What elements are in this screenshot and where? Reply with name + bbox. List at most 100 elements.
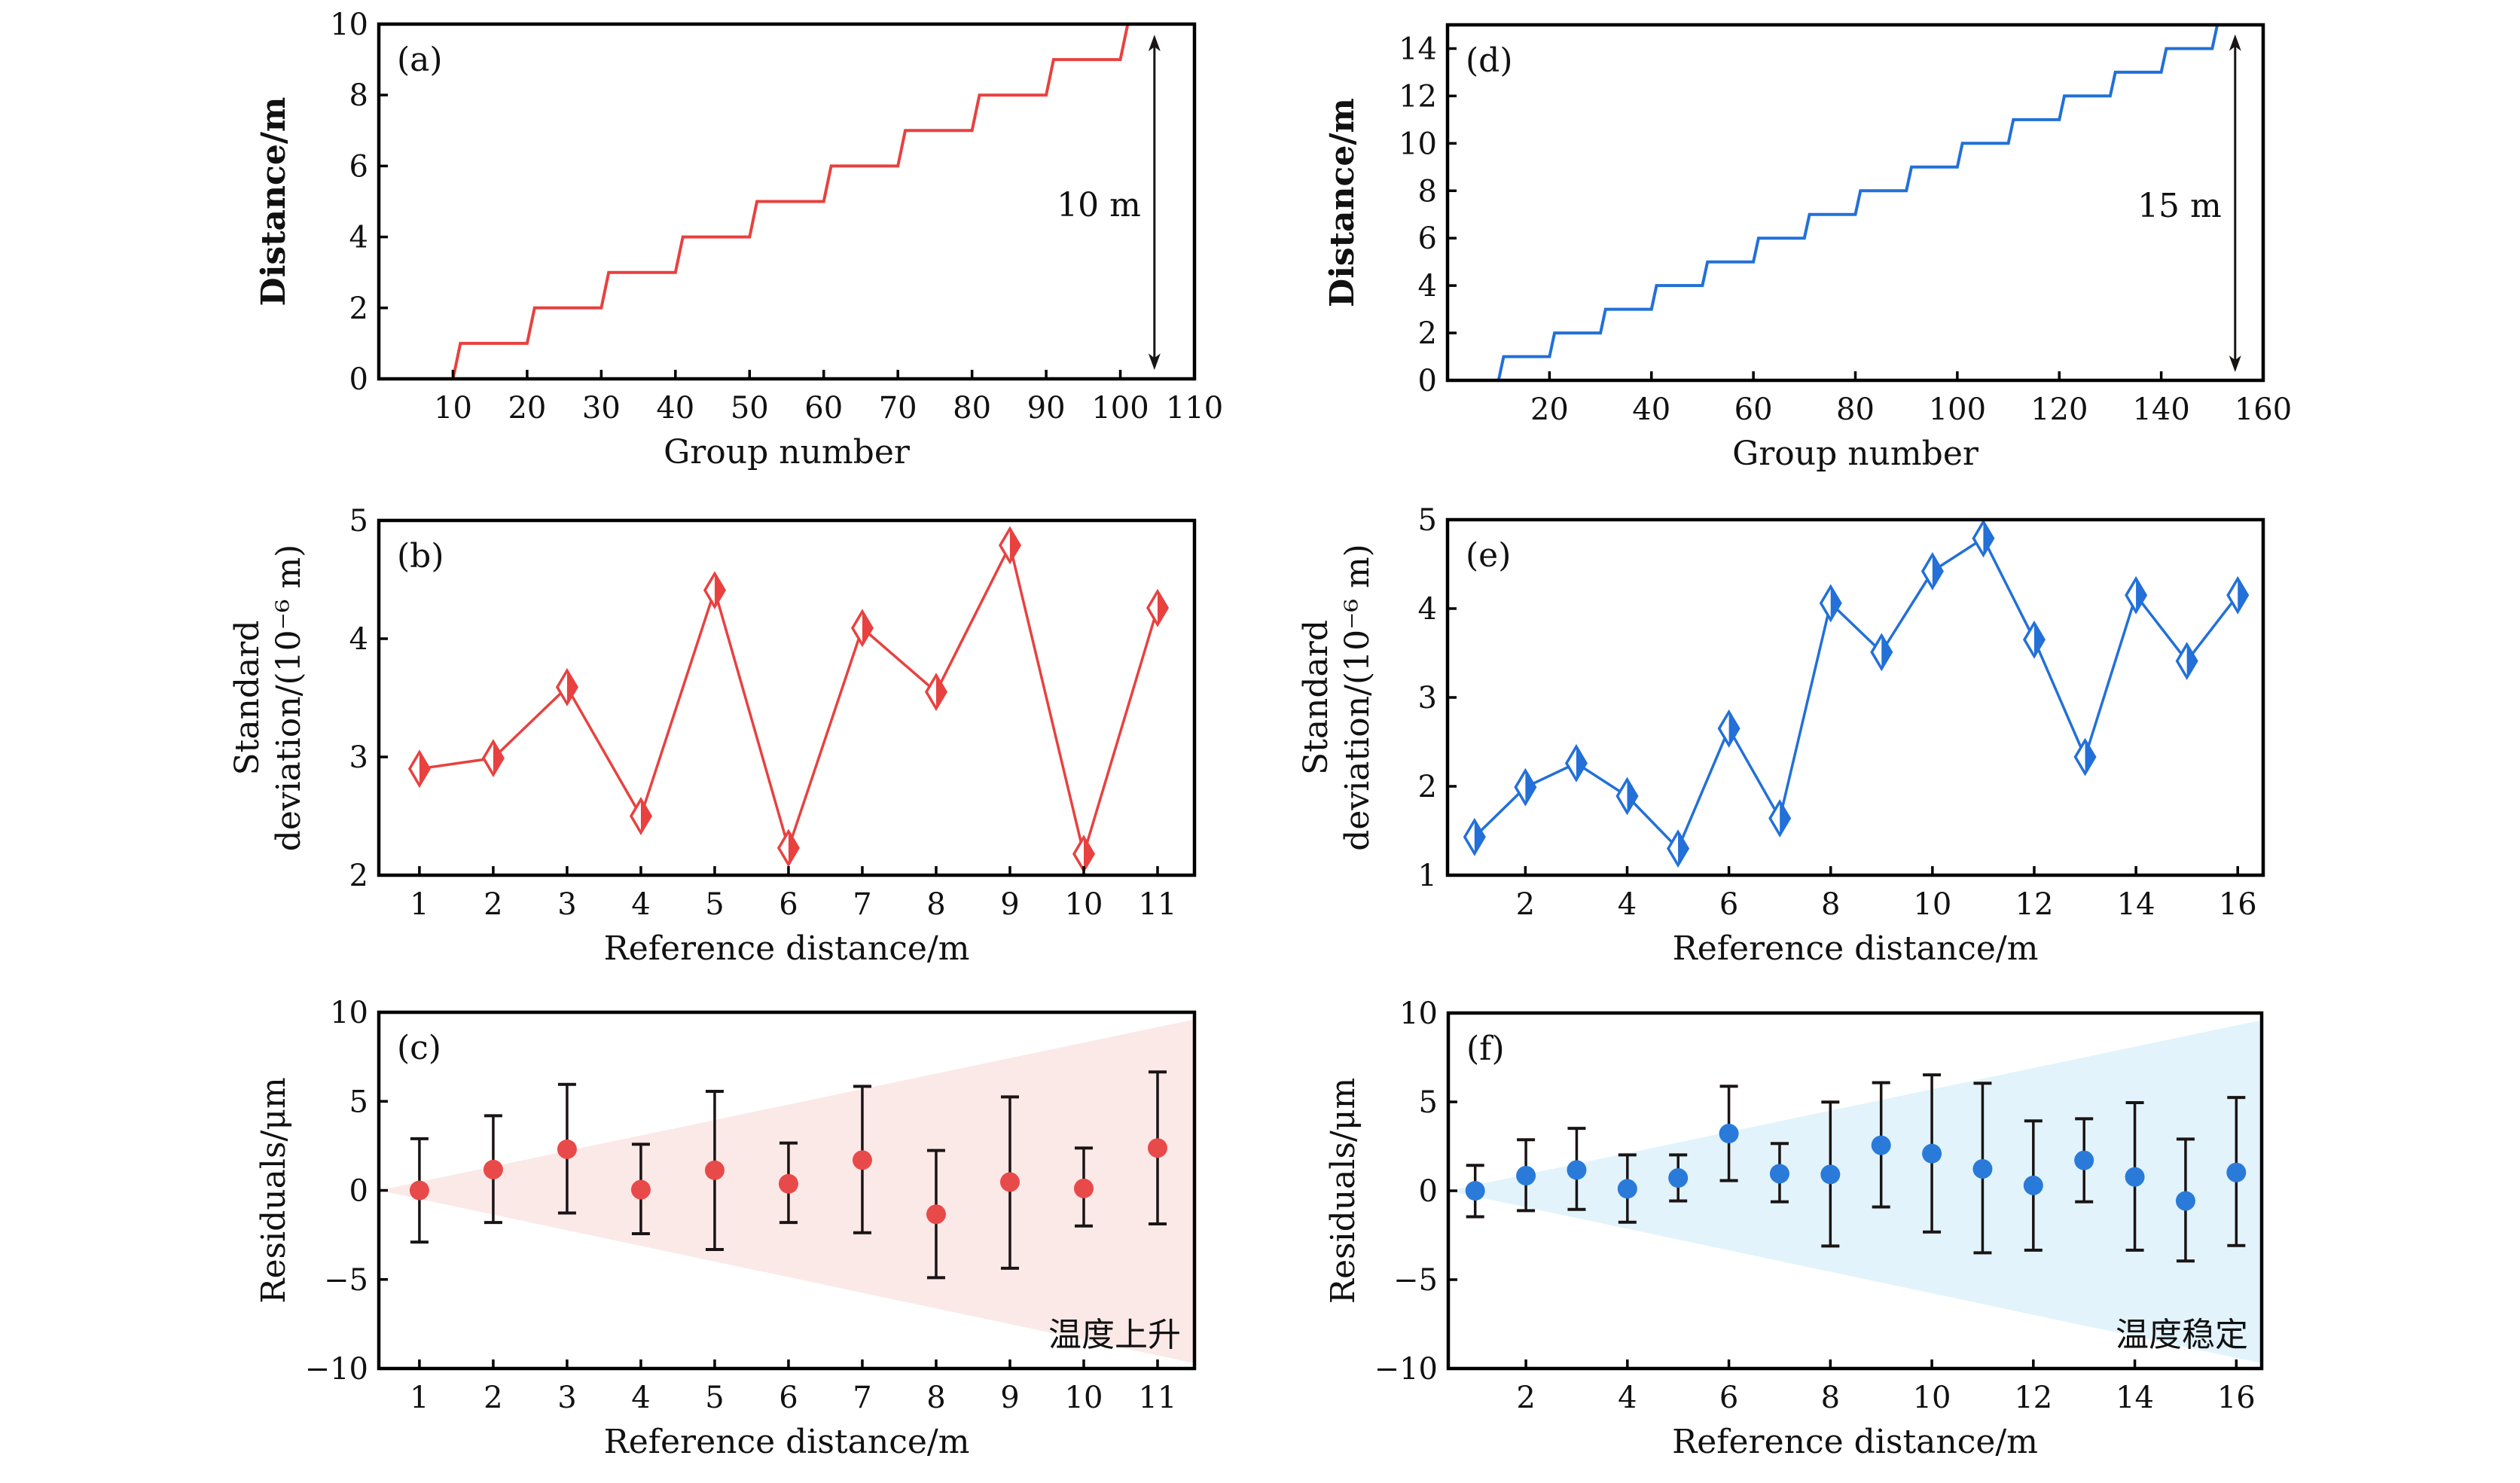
x-tick-label: 80 [1836,392,1875,427]
y-axis-label: Distance/m [1323,98,1362,307]
marker-fill [1474,820,1484,854]
x-tick-label: 5 [705,1381,724,1415]
errorbar-point [1769,1142,1789,1204]
x-tick-label: 16 [2219,887,2257,922]
y-axis-label: Residuals/μm [1324,1078,1362,1304]
y-tick-label: 0 [1418,364,1437,398]
y-axis-label-line1: Standard [1297,620,1335,775]
plot-area [1448,25,2263,380]
x-axis-label: Reference distance/m [1672,1423,2038,1461]
x-tick-label: 4 [1618,1381,1637,1415]
x-tick-label: 6 [779,887,798,922]
y-tick-label: 3 [1418,681,1437,716]
y-tick-label: 8 [1418,174,1437,209]
errorbar-point [2023,1119,2043,1252]
marker-fill [1678,832,1689,865]
marker-fill [1728,712,1739,746]
y-tick-label: 0 [349,1174,368,1209]
x-tick-label: 6 [1719,887,1738,922]
y-tick-label: 5 [1419,1085,1438,1120]
data-point [407,749,431,789]
x-tick-label: 14 [2117,887,2155,922]
marker-fill [1932,554,1942,588]
x-tick-label: 70 [879,391,917,426]
data-point [1769,1164,1789,1184]
marker-fill [1881,635,1892,669]
data-point [926,1204,946,1225]
y-axis-label-line2: deviation/(10⁻⁶ m) [1338,544,1377,851]
data-point [2073,737,2097,777]
x-tick-label: 4 [631,1381,650,1415]
marker-fill [566,670,577,704]
errorbar-point [2175,1137,2195,1263]
errorbar-point [1147,1070,1167,1225]
range-annotation: 10 m [1057,186,1141,224]
data-point [1717,709,1741,748]
y-tick-label: 12 [1399,79,1437,114]
x-tick-label: 8 [1821,887,1840,922]
x-tick-label: 10 [1065,1381,1103,1415]
x-tick-label: 140 [2132,392,2189,427]
y-tick-label: 0 [349,362,368,397]
data-point [1617,1179,1637,1199]
x-tick-label: 11 [1139,1381,1177,1415]
data-point [629,797,652,835]
y-tick-label: 4 [1418,592,1437,627]
marker-fill [493,741,503,775]
x-tick-label: 9 [1000,887,1019,922]
x-tick-label: 14 [2116,1381,2154,1415]
plot-area [379,24,1194,379]
y-tick-label: 2 [349,291,368,326]
y-tick-label: 5 [349,1085,368,1119]
errorbar-point [1668,1153,1689,1203]
x-tick-label: 60 [804,391,843,426]
y-tick-label: 8 [349,78,368,113]
data-point [1147,1138,1167,1158]
data-point [1820,1164,1841,1185]
x-tick-label: 2 [484,887,502,922]
data-point [2226,1162,2247,1182]
data-point [850,609,874,648]
y-tick-label: 4 [1418,269,1437,304]
data-point [1870,633,1893,672]
data-point [778,1173,798,1194]
panel-d: 20 40 60 80 100 120 140 160 0 2 4 6 8 10 12 14 Group num… [1323,23,2292,473]
y-axis-label-line2: deviation/(10⁻⁶ m) [270,545,308,852]
data-point [1972,519,1995,558]
x-tick-label: 8 [1821,1381,1840,1415]
y-tick-label: 2 [1418,770,1437,804]
data-point [555,667,578,706]
marker-fill [788,831,798,865]
plot-area [419,541,1159,859]
panel-label: (c) [397,1029,441,1067]
y-tick-label: 5 [1418,503,1437,538]
marker-fill [1525,770,1536,804]
data-point [1921,552,1944,590]
data-point [1463,817,1486,856]
series-line [1448,25,2263,380]
x-tick-label: 2 [1516,1381,1535,1415]
x-tick-label: 6 [1719,1381,1738,1415]
y-tick-label: −10 [1374,1352,1438,1387]
data-point [1567,1160,1587,1180]
data-point [557,1139,577,1159]
x-tick-label: 2 [1516,887,1535,922]
panel-label: (d) [1466,41,1513,80]
x-axis-label: Reference distance/m [604,929,970,968]
y-tick-label: 4 [349,221,368,255]
panel-label: (f) [1466,1030,1505,1068]
marker-fill [2186,644,2197,678]
data-point [1615,777,1639,816]
plot-area [1448,1020,2262,1363]
data-point [1871,1135,1891,1155]
errorbar-point [409,1137,429,1244]
x-axis-label: Group number [664,433,911,471]
data-point [630,1179,651,1200]
y-tick-label: 4 [349,622,368,657]
errorbar-point [852,1085,872,1234]
x-tick-label: 20 [1530,392,1569,427]
data-point [409,1180,429,1201]
x-tick-label: 3 [557,887,576,922]
y-tick-label: 10 [330,996,368,1030]
